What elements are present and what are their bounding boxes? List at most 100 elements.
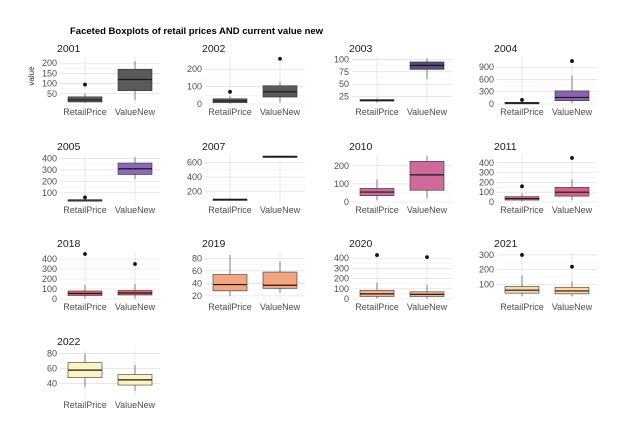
y-tick-label: 400 xyxy=(42,254,57,264)
facet-panel-2019: 2019 20 40 60 80 RetailPrice ValueNew xyxy=(192,238,305,312)
x-tick-label: ValueNew xyxy=(407,107,448,117)
y-tick-label: 0 xyxy=(197,99,202,109)
y-tick-label: 100 xyxy=(42,188,57,198)
y-tick-label: 200 xyxy=(42,176,57,186)
boxplot-RetailPrice xyxy=(359,253,395,299)
outlier-point xyxy=(83,252,87,256)
box-iqr xyxy=(212,274,248,292)
facet-panel-2010: 2010 0 100 200 RetailPrice ValueNew xyxy=(334,141,452,215)
y-tick-label: 200 xyxy=(42,58,57,68)
y-tick-label: 80 xyxy=(192,253,202,263)
outlier-point xyxy=(570,264,574,269)
y-tick-label: 200 xyxy=(479,177,494,187)
boxplot-ValueNew xyxy=(262,56,298,103)
y-tick-label: 0 xyxy=(344,294,349,304)
boxplot-ValueNew xyxy=(409,155,445,199)
boxplot-RetailPrice xyxy=(212,89,248,104)
y-tick-label: 600 xyxy=(479,74,494,84)
x-tick-label: ValueNew xyxy=(407,205,448,215)
x-tick-label: ValueNew xyxy=(115,107,156,117)
x-tick-label: RetailPrice xyxy=(63,205,107,215)
y-tick-label: 100 xyxy=(334,54,349,64)
x-tick-label: RetailPrice xyxy=(500,205,544,215)
y-tick-label: 80 xyxy=(47,349,57,359)
facet-panel-2007: 2007 200 400 600 RetailPrice ValueNew xyxy=(187,141,305,215)
y-tick-label: 300 xyxy=(479,168,494,178)
x-tick-label: RetailPrice xyxy=(355,302,399,312)
y-tick-label: 100 xyxy=(187,82,202,92)
facet-panel-2002: 2002 0 100 200 RetailPrice ValueNew xyxy=(187,43,305,117)
y-tick-label: 200 xyxy=(479,265,494,275)
y-axis-label: value xyxy=(27,66,36,86)
x-tick-label: ValueNew xyxy=(260,302,301,312)
boxplot-ValueNew xyxy=(117,157,153,180)
facet-panel-2022: 2022 40 60 80 RetailPrice ValueNew xyxy=(47,336,160,410)
outlier-point xyxy=(570,156,574,160)
outlier-point xyxy=(570,59,574,63)
y-tick-label: 200 xyxy=(334,274,349,284)
boxplot-ValueNew xyxy=(117,61,153,100)
y-tick-label: 300 xyxy=(479,87,494,97)
y-tick-label: 300 xyxy=(334,263,349,273)
boxplot-ValueNew xyxy=(117,364,153,392)
boxplot-RetailPrice xyxy=(504,98,540,105)
facet-label: 2011 xyxy=(494,141,517,153)
facet-panel-2003: 2003 25 50 75 100 RetailPrice ValueNew xyxy=(334,43,452,117)
y-tick-label: 400 xyxy=(42,153,57,163)
y-tick-label: 200 xyxy=(334,161,349,171)
x-tick-label: RetailPrice xyxy=(63,107,107,117)
x-tick-label: ValueNew xyxy=(552,205,593,215)
outlier-point xyxy=(83,195,87,200)
box-iqr xyxy=(554,90,590,102)
boxplot-ValueNew xyxy=(262,261,298,293)
boxplot-ValueNew xyxy=(554,156,590,201)
x-tick-label: ValueNew xyxy=(115,400,156,410)
boxplot-RetailPrice xyxy=(212,198,248,201)
x-tick-label: ValueNew xyxy=(115,302,156,312)
facet-panel-2021: 2021 100 200 300 RetailPrice ValueNew xyxy=(479,238,597,312)
outlier-point xyxy=(133,262,137,266)
y-tick-label: 100 xyxy=(42,284,57,294)
boxplot-RetailPrice xyxy=(212,255,248,296)
y-tick-label: 200 xyxy=(187,187,202,197)
y-tick-label: 60 xyxy=(47,364,57,374)
y-tick-label: 40 xyxy=(47,379,57,389)
facet-label: 2001 xyxy=(57,43,81,55)
facet-label: 2003 xyxy=(349,43,373,55)
facet-label: 2004 xyxy=(494,43,518,55)
y-tick-label: 20 xyxy=(192,291,202,301)
y-tick-label: 400 xyxy=(334,253,349,263)
y-tick-label: 400 xyxy=(187,172,202,182)
boxplot-ValueNew xyxy=(409,58,445,80)
x-tick-label: RetailPrice xyxy=(500,302,544,312)
outlier-point xyxy=(278,56,282,61)
boxplot-RetailPrice xyxy=(504,253,540,297)
boxplot-ValueNew xyxy=(262,155,298,158)
boxplot-RetailPrice xyxy=(67,82,103,103)
y-tick-label: 0 xyxy=(489,99,494,109)
x-tick-label: RetailPrice xyxy=(208,107,252,117)
y-tick-label: 50 xyxy=(339,79,349,89)
outlier-point xyxy=(425,255,429,260)
facet-label: 2007 xyxy=(202,141,226,153)
x-tick-label: ValueNew xyxy=(407,302,448,312)
boxplot-RetailPrice xyxy=(67,195,103,202)
outlier-point xyxy=(520,253,524,257)
x-tick-label: ValueNew xyxy=(260,205,301,215)
boxplot-ValueNew xyxy=(554,59,590,104)
outlier-point xyxy=(520,98,524,102)
boxplot-RetailPrice xyxy=(359,179,395,201)
y-tick-label: 100 xyxy=(334,284,349,294)
facet-label: 2005 xyxy=(57,141,81,153)
y-tick-label: 100 xyxy=(479,279,494,289)
y-tick-label: 900 xyxy=(479,62,494,72)
boxplot-RetailPrice xyxy=(67,353,103,388)
y-tick-label: 100 xyxy=(479,187,494,197)
boxplot-ValueNew xyxy=(554,264,590,297)
y-tick-label: 0 xyxy=(489,197,494,207)
